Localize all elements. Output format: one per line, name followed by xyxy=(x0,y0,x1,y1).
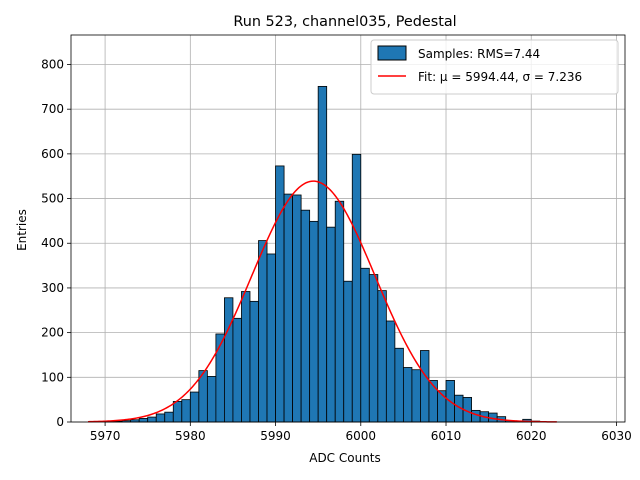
histogram-bar xyxy=(326,226,336,423)
histogram-bar xyxy=(249,300,259,423)
histogram-bar xyxy=(402,367,413,423)
histogram-bar xyxy=(266,253,276,423)
legend-fit-label: Fit: μ = 5994.44, σ = 7.236 xyxy=(418,70,582,84)
fit-curve xyxy=(88,180,557,423)
y-tick-label: 200 xyxy=(41,326,64,340)
histogram-bar xyxy=(275,165,285,423)
y-tick-label: 800 xyxy=(41,57,64,71)
histogram-bars xyxy=(104,85,541,423)
x-axis-ticks: 5970 5980 5990 6000 6010 6020 6030 xyxy=(90,422,632,443)
y-tick-label: 500 xyxy=(41,192,64,206)
histogram-bar xyxy=(224,297,234,423)
histogram-bar xyxy=(292,194,302,423)
y-tick-label: 600 xyxy=(41,147,64,161)
histogram-bar xyxy=(206,376,217,423)
histogram-bar xyxy=(189,391,200,423)
chart-title: Run 523, channel035, Pedestal xyxy=(233,14,456,30)
histogram-bar xyxy=(411,369,421,423)
histogram-bar xyxy=(283,193,294,423)
histogram-bar xyxy=(172,401,183,423)
histogram-bar xyxy=(164,411,174,423)
x-tick-label: 6000 xyxy=(346,429,377,443)
histogram-bar xyxy=(147,416,157,423)
x-tick-label: 5980 xyxy=(175,429,206,443)
histogram-bar xyxy=(351,153,362,423)
histogram-bar xyxy=(232,317,242,423)
y-tick-label: 300 xyxy=(41,281,64,295)
histogram-bar xyxy=(428,380,438,423)
y-tick-label: 700 xyxy=(41,102,64,116)
x-tick-label: 6020 xyxy=(516,429,547,443)
x-tick-label: 5970 xyxy=(90,429,121,443)
histogram-bar xyxy=(385,320,396,423)
plot-frame xyxy=(70,34,626,423)
histogram-bar xyxy=(394,347,404,423)
legend-frame xyxy=(370,39,619,95)
histogram-bar xyxy=(343,280,353,423)
y-axis-label: Entries xyxy=(15,209,29,251)
legend: Samples: RMS=7.44 Fit: μ = 5994.44, σ = … xyxy=(370,39,619,95)
histogram-bar xyxy=(309,220,319,423)
y-tick-label: 100 xyxy=(41,370,64,384)
histogram-bar xyxy=(471,409,481,423)
y-tick-label: 0 xyxy=(56,415,64,429)
histogram-bar xyxy=(258,240,268,423)
histogram-bar xyxy=(138,418,149,423)
histogram-bar xyxy=(334,200,345,423)
histogram-bar xyxy=(377,290,387,423)
x-tick-label: 6030 xyxy=(601,429,632,443)
x-tick-label: 6010 xyxy=(431,429,462,443)
grid-lines xyxy=(71,35,625,423)
histogram-bar xyxy=(368,274,379,423)
x-axis-label: ADC Counts xyxy=(309,451,381,465)
legend-histogram-label: Samples: RMS=7.44 xyxy=(418,47,540,61)
histogram-bar xyxy=(241,291,251,423)
histogram-bar xyxy=(181,399,191,423)
histogram-bar xyxy=(437,390,447,423)
legend-histogram-swatch xyxy=(377,45,407,61)
histogram-bar xyxy=(215,333,225,423)
x-tick-label: 5990 xyxy=(260,429,291,443)
histogram-bar xyxy=(360,267,370,423)
histogram-bar xyxy=(155,413,166,423)
histogram-bar xyxy=(317,85,328,423)
histogram-bar xyxy=(420,350,430,423)
y-axis-ticks: 0 100 200 300 400 500 600 700 800 xyxy=(41,57,71,429)
histogram-bar xyxy=(300,209,311,423)
y-tick-label: 400 xyxy=(41,236,64,250)
